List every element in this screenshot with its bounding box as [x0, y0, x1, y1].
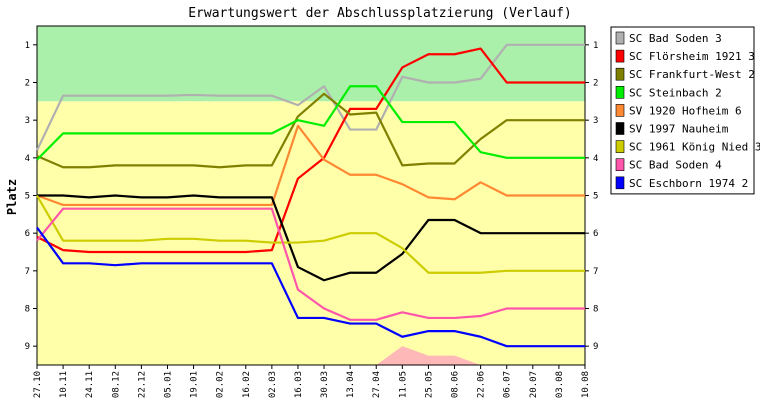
x-tick-label-13.04: 13.04 — [346, 371, 356, 398]
x-tick-label-27.04: 27.04 — [372, 371, 382, 398]
series-line-1 — [36, 47, 585, 254]
legend-swatch-8 — [615, 176, 625, 190]
x-tick-label-27.10: 27.10 — [33, 371, 43, 398]
series-line-6 — [36, 194, 585, 274]
y-tick-label-left-8: 8 — [25, 305, 30, 315]
chart-title: Erwartungswert der Abschlussplatzierung … — [188, 6, 572, 21]
x-tick-label-03.08: 03.08 — [555, 371, 565, 398]
x-tick-label-05.01: 05.01 — [163, 371, 173, 398]
x-tick-label-10.08: 10.08 — [581, 371, 591, 398]
x-tick-label-16.02: 16.02 — [242, 371, 252, 398]
y-tick-label-left-6: 6 — [25, 229, 30, 239]
y-tick-label-right-1: 1 — [593, 41, 598, 51]
x-tick-label-11.05: 11.05 — [398, 371, 408, 398]
legend-swatch-6 — [615, 140, 625, 153]
x-tick-label-20.07: 20.07 — [529, 371, 539, 398]
y-tick-label-left-2: 2 — [25, 79, 30, 89]
legend-label-4: SV 1920 Hofheim 6 — [629, 104, 742, 117]
legend-label-6: SC 1961 König Nied 3 — [629, 141, 760, 154]
legend: SC Bad Soden 3 SC Flörsheim 1921 3 SC Fran… — [610, 26, 760, 195]
x-tick-label-02.03: 02.03 — [268, 371, 278, 398]
series-line-4 — [36, 124, 585, 207]
y-tick-label-left-5: 5 — [25, 192, 30, 202]
legend-label-2: SC Frankfurt-West 2 — [629, 68, 755, 81]
legend-label-8: SC Eschborn 1974 2 — [629, 177, 748, 190]
series-line-2 — [36, 92, 585, 169]
band-0 — [37, 26, 585, 102]
shaded-area — [37, 346, 585, 365]
x-tick-label-08.06: 08.06 — [451, 371, 461, 398]
y-tick-label-right-8: 8 — [593, 305, 598, 315]
plot-area: 1 1 2 2 3 3 4 4 5 5 6 6 7 7 8 8 9 9 27.10 10.11 24.11 08.12 22… — [25, 25, 598, 398]
legend-swatch-1 — [615, 49, 625, 63]
legend-box — [610, 26, 755, 195]
y-axis-label: Platz — [5, 179, 19, 215]
legend-swatch-5 — [615, 122, 625, 135]
x-tick-label-30.03: 30.03 — [320, 371, 330, 398]
x-tick-label-25.05: 25.05 — [424, 371, 434, 398]
y-tick-label-left-4: 4 — [25, 154, 30, 164]
x-tick-label-22.12: 22.12 — [137, 371, 147, 398]
y-tick-label-left-3: 3 — [25, 116, 30, 126]
legend-swatch-4 — [615, 104, 625, 117]
y-tick-label-right-5: 5 — [593, 192, 598, 202]
legend-swatch-2 — [615, 67, 625, 81]
y-tick-label-left-7: 7 — [25, 267, 30, 277]
legend-label-0: SC Bad Soden 3 — [629, 32, 722, 45]
y-tick-label-right-3: 3 — [593, 116, 598, 126]
series-line-8 — [36, 226, 585, 348]
series-line-5 — [37, 194, 585, 282]
x-tick-label-08.12: 08.12 — [111, 371, 121, 398]
x-tick-label-19.01: 19.01 — [190, 371, 200, 398]
series-line-3 — [36, 85, 585, 161]
x-tick-label-02.02: 02.02 — [216, 371, 226, 398]
legend-swatch-0 — [615, 31, 625, 45]
y-tick-label-left-9: 9 — [25, 342, 30, 352]
x-tick-label-16.03: 16.03 — [294, 371, 304, 398]
y-tick-label-right-7: 7 — [593, 267, 598, 277]
legend-swatch-7 — [615, 158, 625, 171]
legend-label-1: SC Flörsheim 1921 3 — [629, 50, 755, 63]
y-tick-label-right-6: 6 — [593, 229, 598, 239]
y-tick-label-right-4: 4 — [593, 154, 598, 164]
x-tick-label-24.11: 24.11 — [85, 371, 95, 398]
y-tick-label-left-1: 1 — [25, 41, 30, 51]
y-tick-label-right-2: 2 — [593, 79, 598, 89]
legend-label-5: SV 1997 Nauheim — [629, 123, 729, 136]
x-tick-label-06.07: 06.07 — [503, 371, 513, 398]
legend-label-7: SC Bad Soden 4 — [629, 159, 722, 172]
series-line-0 — [36, 43, 585, 151]
x-tick-label-22.06: 22.06 — [477, 371, 487, 398]
series-line-7 — [36, 207, 585, 321]
x-tick-label-10.11: 10.11 — [59, 371, 69, 398]
legend-swatch-3 — [615, 86, 625, 99]
legend-label-3: SC Steinbach 2 — [629, 86, 722, 99]
y-tick-label-right-9: 9 — [593, 342, 598, 352]
